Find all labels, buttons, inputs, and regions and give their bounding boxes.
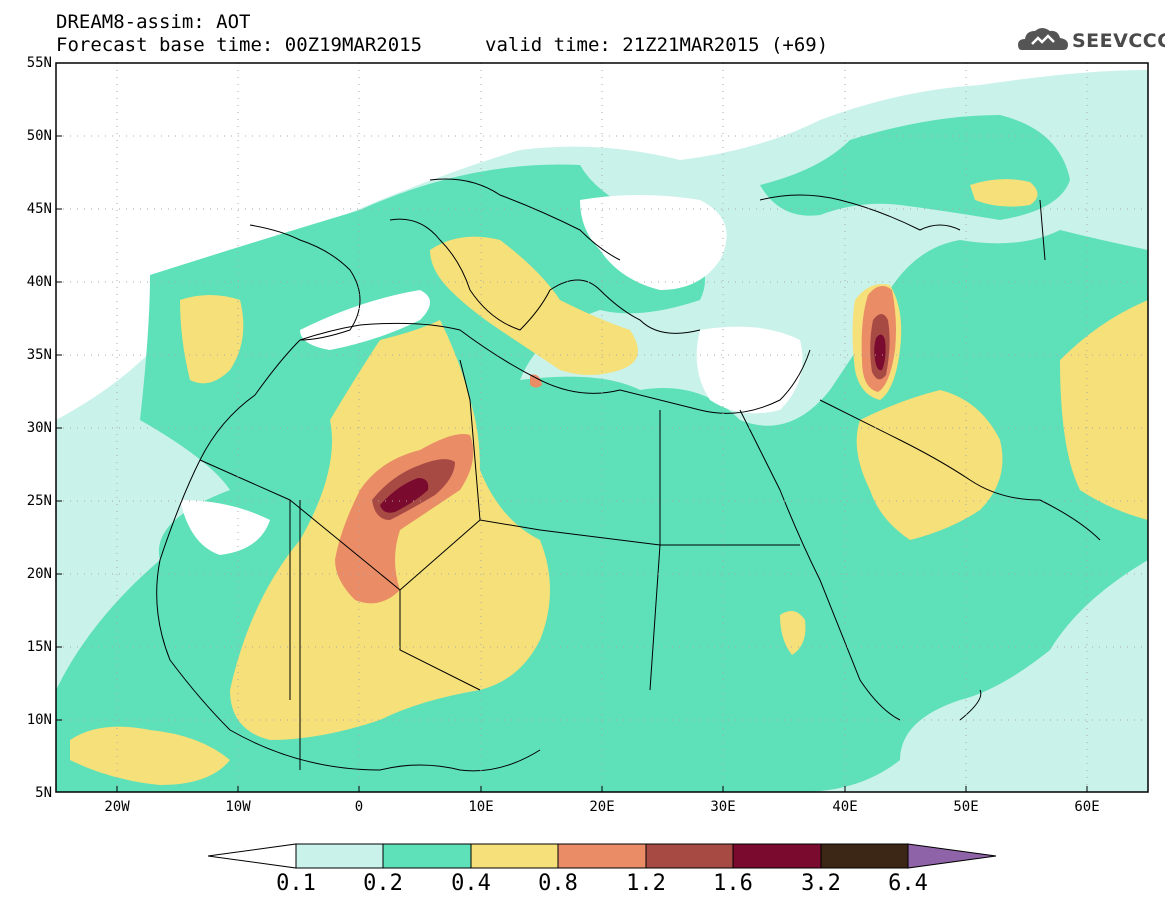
lat-label-50n: 50N	[26, 128, 52, 144]
colorbar-label-0.8: 0.8	[538, 871, 578, 896]
map-gridlines	[56, 63, 1148, 792]
lon-label-10w: 10W	[225, 799, 251, 815]
lat-label-15n: 15N	[26, 639, 52, 655]
colorbar-label-6.4: 6.4	[888, 871, 928, 896]
coastlines-borders	[156, 178, 1101, 772]
lon-label-50e: 50E	[953, 799, 979, 815]
lat-label-45n: 45N	[26, 201, 52, 217]
lat-label-5n: 5N	[35, 785, 52, 801]
lon-label-20w: 20W	[104, 799, 130, 815]
lat-label-20n: 20N	[26, 566, 52, 582]
forecast-base-time: Forecast base time: 00Z19MAR2015	[56, 34, 423, 56]
colorbar-label-0.1: 0.1	[276, 871, 316, 896]
lat-label-25n: 25N	[26, 493, 52, 509]
lat-label-55n: 55N	[26, 55, 52, 71]
seevccc-cloud-logo-icon	[1018, 28, 1068, 50]
low-aot-areas	[180, 195, 803, 555]
lon-label-0: 0	[354, 799, 364, 815]
axis-ticks	[56, 62, 1088, 792]
lon-label-60e: 60E	[1074, 799, 1100, 815]
lon-label-20e: 20E	[589, 799, 615, 815]
colorbar-label-0.2: 0.2	[363, 871, 403, 896]
colorbar-label-3.2: 3.2	[801, 871, 841, 896]
lon-label-10e: 10E	[468, 799, 494, 815]
lat-label-10n: 10N	[26, 712, 52, 728]
valid-time: valid time: 21Z21MAR2015 (+69)	[485, 34, 829, 56]
chart-title: DREAM8-assim: AOT	[56, 11, 251, 33]
lat-label-40n: 40N	[26, 274, 52, 290]
colorbar-label-0.4: 0.4	[451, 871, 491, 896]
colorbar-label-1.6: 1.6	[713, 871, 753, 896]
lat-label-35n: 35N	[26, 347, 52, 363]
colorbar-label-1.2: 1.2	[626, 871, 666, 896]
lon-label-30e: 30E	[710, 799, 736, 815]
lat-label-30n: 30N	[26, 420, 52, 436]
lon-label-40e: 40E	[832, 799, 858, 815]
aot-contour-1.6	[380, 334, 886, 513]
logo-text: SEEVCCC	[1072, 30, 1165, 52]
